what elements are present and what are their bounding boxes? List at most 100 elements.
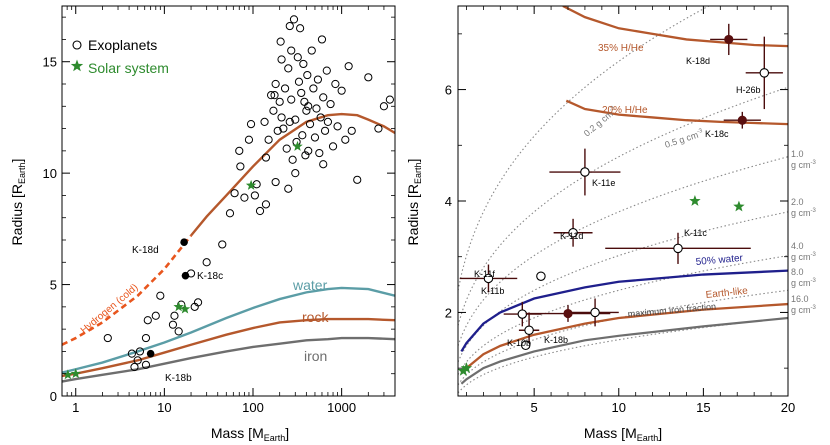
exoplanet-point: [284, 64, 293, 73]
exoplanet-point: [326, 99, 335, 109]
exoplanet-point: [277, 113, 286, 122]
planet-point-K-11b: [517, 309, 528, 319]
density-contour-1: [458, 156, 788, 346]
exoplanet-point: [285, 117, 294, 126]
point-label-K-18c: K-18c: [197, 271, 223, 282]
density-contour-16: [458, 317, 788, 394]
curve-label-20-hhe: 20% H/He: [602, 105, 648, 116]
exoplanet-point: [298, 131, 307, 140]
exoplanet-point: [328, 142, 338, 151]
density-contour-2: [458, 211, 788, 363]
left-y-tick-label: 10: [43, 166, 57, 181]
exoplanet-point: [170, 311, 179, 320]
exoplanet-point: [304, 102, 313, 111]
density-label-16.0-unit: g cm-3: [791, 305, 817, 315]
exoplanet-point: [271, 79, 280, 89]
left-legend: Exoplanets Solar system: [70, 37, 169, 76]
left-plot-frame: [61, 5, 396, 397]
exoplanet-point: [289, 15, 299, 24]
planet-point-K-18c: [737, 115, 747, 125]
exoplanet-point: [133, 356, 142, 365]
exoplanet-point: [291, 115, 300, 124]
left-curve-hydrogen-cold-: [62, 234, 193, 346]
planet-label-K-18b: K-18b: [544, 335, 568, 345]
exoplanet-point: [310, 133, 320, 142]
exoplanet-point: [316, 113, 325, 122]
exoplanet-point: [344, 62, 353, 71]
exoplanet-point: [103, 333, 112, 343]
exoplanet-point: [374, 124, 383, 133]
exoplanet-point: [312, 104, 321, 113]
left-curve-water: [62, 286, 395, 374]
exoplanet-point: [294, 77, 304, 86]
solar-star-earth: [70, 368, 81, 379]
density-label-16.0-value: 16.0: [791, 294, 809, 304]
planet-label-K-11f: K-11f: [474, 269, 495, 279]
right-curve-35-h-he: [562, 6, 788, 48]
legend-exoplanet-marker: [72, 40, 82, 50]
exoplanet-point: [304, 146, 313, 155]
curve-label-earth-like: Earth-like: [705, 286, 749, 301]
highlighted-point-K-18c: [181, 271, 190, 280]
exoplanet-point: [287, 46, 296, 55]
exoplanet-point: [319, 160, 328, 169]
planet-point-K-10b: [520, 340, 531, 351]
exoplanet-point: [301, 151, 310, 160]
left-x-tick-label: 100: [242, 400, 264, 415]
exoplanet-point: [317, 35, 327, 44]
density-contour-8: [458, 289, 788, 386]
planet-label-K-11e: K-11e: [592, 178, 615, 188]
exoplanet-point: [143, 316, 152, 325]
exoplanet-point: [279, 124, 288, 133]
exoplanet-point: [156, 291, 165, 300]
exoplanet-point: [309, 84, 318, 93]
exoplanet-point: [270, 91, 279, 100]
planet-point-unlabeled: [563, 308, 573, 319]
exoplanet-point: [277, 55, 286, 64]
exoplanet-point: [299, 59, 308, 69]
exoplanet-point: [291, 169, 300, 178]
left-x-tick-label: 1: [72, 400, 79, 415]
right-x-tick-label: 15: [696, 400, 710, 415]
legend-exoplanets-label: Exoplanets: [88, 37, 157, 53]
left-curve-rock: [62, 317, 395, 378]
density-contour-0.5: [458, 86, 788, 326]
exoplanet-point: [302, 106, 311, 115]
planet-point-K-11f: [483, 273, 494, 284]
exoplanet-point: [285, 21, 294, 31]
solar-star-saturn: [245, 179, 257, 190]
exoplanet-point: [320, 126, 330, 135]
left-curve-iron: [62, 336, 395, 383]
solar-star-neptune: [733, 200, 745, 212]
exoplanet-point: [293, 53, 302, 62]
density-label-1.0-value: 1.0: [791, 149, 804, 159]
exoplanet-point: [127, 349, 136, 358]
right-x-axis-title: Mass [MEarth]: [584, 425, 662, 443]
exoplanet-point: [284, 184, 293, 193]
curve-label-water: water: [292, 277, 328, 293]
left-y-tick-label: 5: [50, 278, 57, 293]
exoplanet-point: [319, 93, 328, 102]
exoplanet-point: [353, 175, 362, 184]
planet-label-K-11b: K-11b: [481, 286, 504, 296]
curve-label-rock: rock: [302, 309, 329, 325]
exoplanet-point: [261, 200, 271, 209]
planet-label-H-26b: H-26b: [736, 85, 761, 95]
exoplanet-point: [266, 91, 276, 100]
exoplanet-point: [288, 155, 297, 164]
exoplanet-point: [130, 362, 139, 372]
point-label-K-18d: K-18d: [132, 245, 159, 256]
exoplanet-point: [287, 95, 296, 104]
planet-label-K-11c: K-11c: [684, 228, 707, 238]
planet-point-H-26b: [759, 68, 770, 78]
exoplanet-point: [168, 320, 178, 329]
right-y-axis-title: Radius [REarth]: [405, 159, 423, 246]
solar-star-venus: [62, 369, 74, 380]
planet-point-K-11e: [580, 167, 590, 177]
exoplanet-point: [379, 102, 389, 111]
right-y-tick-label: 6: [445, 83, 452, 98]
planet-point-unlabeled: [590, 307, 600, 318]
curve-label-max-iron: maximum iron fraction: [627, 301, 716, 319]
exoplanet-point: [246, 120, 256, 129]
